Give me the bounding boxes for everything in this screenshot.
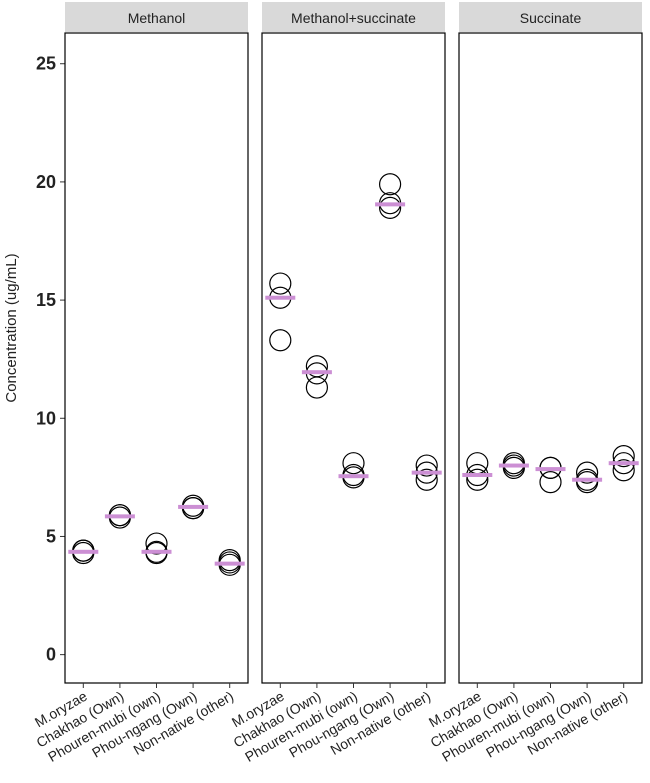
y-tick-label: 10 — [36, 408, 56, 428]
panel — [261, 32, 446, 684]
y-axis-label: Concentration (ug/mL) — [3, 253, 20, 402]
replicate-point — [218, 548, 241, 572]
replicate-point — [415, 454, 438, 477]
replicate-point — [305, 376, 328, 399]
replicate-point — [269, 329, 292, 352]
center-bar — [462, 473, 493, 477]
center-bar — [411, 470, 442, 475]
center-bar — [141, 549, 172, 554]
center-bar — [338, 474, 369, 479]
strip — [65, 2, 248, 32]
strip — [262, 2, 445, 32]
replicate-point — [466, 452, 489, 475]
panel — [64, 32, 249, 684]
replicate-point — [342, 452, 365, 475]
replicate-point — [379, 173, 402, 196]
replicate-point — [415, 468, 438, 491]
center-bar — [498, 463, 529, 468]
replicate-point — [269, 272, 292, 295]
panel — [458, 32, 643, 684]
y-tick-label: 0 — [46, 645, 56, 665]
y-tick-label: 5 — [46, 526, 56, 546]
facet-title: Succinate — [520, 10, 582, 26]
facet-title: Methanol — [128, 10, 186, 26]
replicate-point — [145, 532, 168, 555]
replicate-point — [379, 196, 402, 220]
center-bar — [104, 514, 135, 519]
y-tick-label: 15 — [36, 290, 56, 310]
center-bar — [375, 202, 406, 207]
facet-title: Methanol+succinate — [291, 10, 416, 26]
center-bar — [178, 504, 209, 509]
strip — [459, 2, 642, 32]
center-bar — [535, 467, 566, 472]
replicate-point — [575, 470, 599, 494]
center-bar — [301, 370, 332, 375]
center-bar — [265, 295, 296, 300]
center-bar — [572, 477, 603, 482]
replicate-point — [575, 461, 599, 484]
y-tick-label: 25 — [36, 54, 56, 74]
replicate-point — [539, 470, 562, 494]
center-bar — [214, 561, 245, 566]
center-bar — [68, 549, 99, 554]
replicate-point — [612, 459, 635, 482]
center-bar — [608, 461, 639, 466]
replicate-point — [466, 468, 489, 491]
replicate-point — [612, 444, 635, 468]
replicate-point — [502, 452, 526, 475]
replicate-point — [502, 456, 526, 480]
y-tick-label: 20 — [36, 172, 56, 192]
